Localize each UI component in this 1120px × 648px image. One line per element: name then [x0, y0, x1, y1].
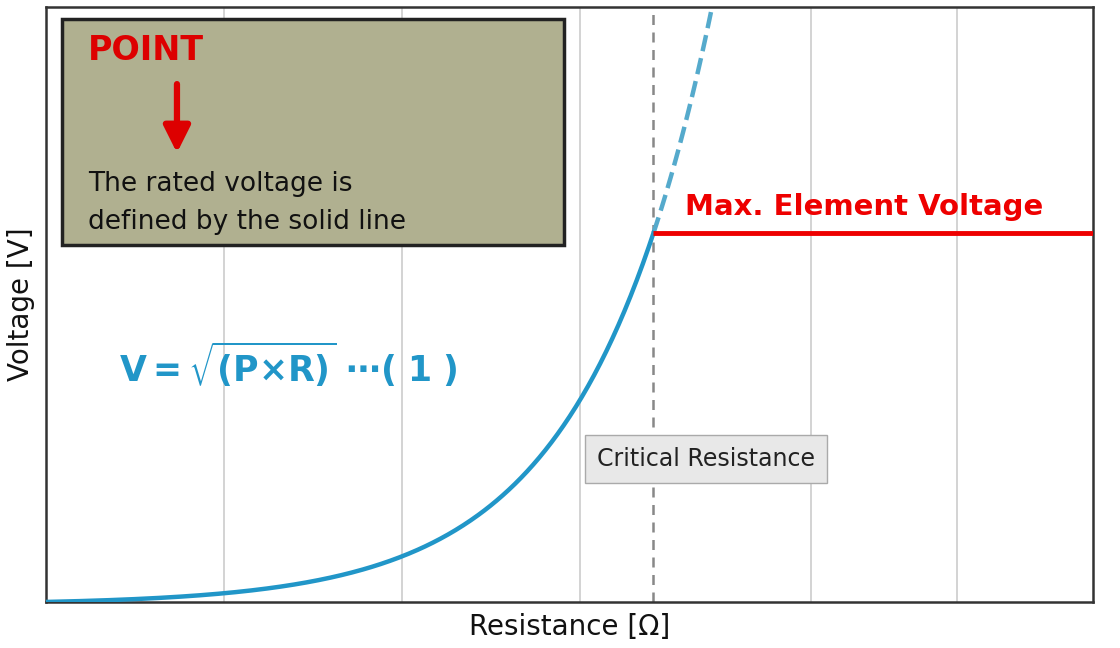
- Text: $\mathbf{V=\sqrt{(P{\times}R)}\ \cdots(\ 1\ )}$: $\mathbf{V=\sqrt{(P{\times}R)}\ \cdots(\…: [120, 340, 458, 389]
- X-axis label: Resistance [Ω]: Resistance [Ω]: [469, 613, 670, 641]
- Text: POINT: POINT: [88, 34, 204, 67]
- Y-axis label: Voltage [V]: Voltage [V]: [7, 227, 35, 381]
- Text: Max. Element Voltage: Max. Element Voltage: [685, 193, 1043, 221]
- Text: The rated voltage is
defined by the solid line: The rated voltage is defined by the soli…: [88, 170, 405, 235]
- FancyBboxPatch shape: [62, 19, 564, 245]
- Text: Critical Resistance: Critical Resistance: [597, 447, 815, 471]
